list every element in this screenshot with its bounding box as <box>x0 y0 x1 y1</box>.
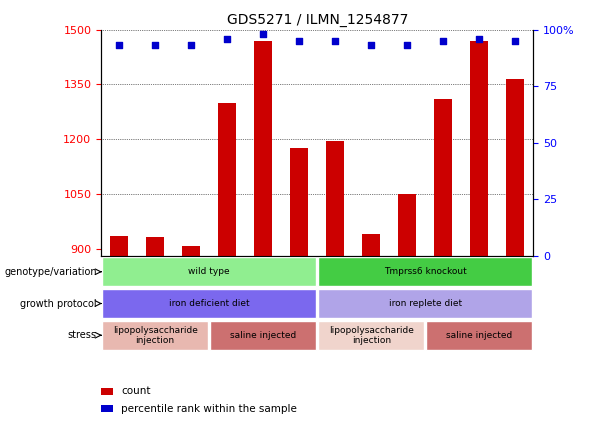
Bar <box>102 289 316 318</box>
Bar <box>318 321 424 350</box>
Text: iron replete diet: iron replete diet <box>389 299 462 308</box>
Bar <box>102 321 208 350</box>
Point <box>150 42 160 49</box>
Bar <box>506 79 524 256</box>
Bar <box>470 41 489 256</box>
Bar <box>101 405 113 412</box>
Text: stress: stress <box>68 330 97 340</box>
Text: wild type: wild type <box>188 267 230 276</box>
Point <box>294 38 304 44</box>
Text: Tmprss6 knockout: Tmprss6 knockout <box>384 267 466 276</box>
Bar <box>398 194 416 256</box>
Point <box>367 42 376 49</box>
Bar <box>434 99 452 256</box>
Bar <box>218 103 236 256</box>
Bar <box>210 321 316 350</box>
Text: saline injected: saline injected <box>446 331 512 340</box>
Text: iron deficient diet: iron deficient diet <box>169 299 249 308</box>
Bar <box>102 257 316 286</box>
Bar <box>326 141 345 256</box>
Text: saline injected: saline injected <box>230 331 296 340</box>
Point <box>114 42 124 49</box>
Point <box>438 38 448 44</box>
Text: lipopolysaccharide
injection: lipopolysaccharide injection <box>113 326 197 345</box>
Title: GDS5271 / ILMN_1254877: GDS5271 / ILMN_1254877 <box>227 13 408 27</box>
Bar <box>427 321 532 350</box>
Bar <box>110 236 128 256</box>
Bar <box>182 246 200 256</box>
Point <box>186 42 196 49</box>
Bar <box>101 388 113 395</box>
Bar <box>318 289 532 318</box>
Text: growth protocol: growth protocol <box>20 299 97 308</box>
Point <box>258 31 268 38</box>
Bar <box>254 41 272 256</box>
Text: percentile rank within the sample: percentile rank within the sample <box>121 404 297 414</box>
Point <box>330 38 340 44</box>
Bar <box>318 257 532 286</box>
Text: lipopolysaccharide
injection: lipopolysaccharide injection <box>329 326 414 345</box>
Text: count: count <box>121 386 150 396</box>
Point <box>474 35 484 42</box>
Bar <box>146 236 164 256</box>
Bar <box>290 148 308 256</box>
Point <box>402 42 412 49</box>
Point <box>511 38 520 44</box>
Text: genotype/variation: genotype/variation <box>4 267 97 277</box>
Point <box>223 35 232 42</box>
Bar <box>362 234 380 256</box>
